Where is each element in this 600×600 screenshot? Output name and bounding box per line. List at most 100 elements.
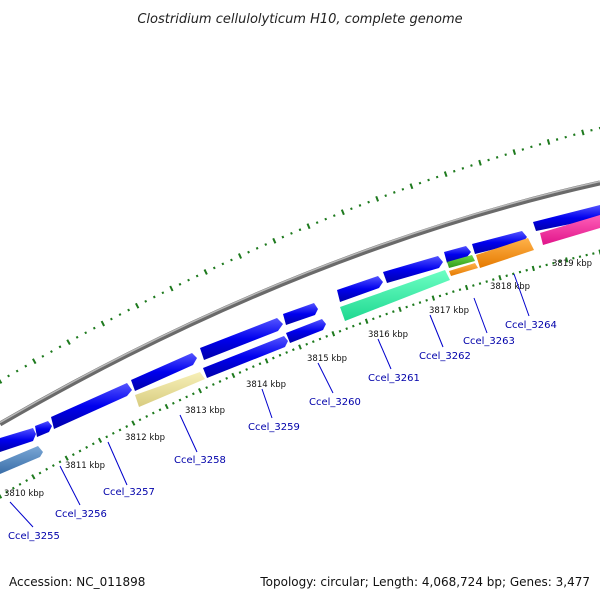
- track-tick: [238, 371, 242, 374]
- track-tick: [178, 398, 182, 402]
- track-tick: [401, 187, 405, 191]
- track-tick: [164, 403, 169, 410]
- track-tick: [385, 312, 388, 316]
- track-tick: [158, 408, 162, 412]
- track-tick: [364, 318, 369, 324]
- track-tick: [565, 257, 569, 263]
- gene-label[interactable]: Ccel_3263: [463, 336, 515, 347]
- track-tick: [435, 175, 439, 179]
- inner-scale-track: [0, 249, 600, 499]
- track-tick: [495, 155, 499, 159]
- gene-label[interactable]: Ccel_3260: [309, 397, 361, 408]
- tick-label: 3818 kbp: [490, 282, 530, 292]
- cds-arrow[interactable]: [131, 353, 197, 391]
- cds-arrow[interactable]: [0, 428, 36, 452]
- gene-label[interactable]: Ccel_3257: [103, 487, 155, 498]
- track-tick: [145, 414, 149, 418]
- track-tick: [247, 250, 250, 254]
- track-tick: [7, 374, 10, 378]
- track-tick: [445, 292, 448, 296]
- cds-arrow[interactable]: [533, 205, 600, 231]
- cds-arrow[interactable]: [447, 255, 475, 268]
- gene-label-leaders: [9, 273, 530, 528]
- gene-label[interactable]: Ccel_3258: [174, 455, 226, 466]
- cds-arrow[interactable]: [200, 318, 283, 360]
- track-tick: [152, 295, 156, 299]
- track-tick: [573, 133, 576, 137]
- track-tick: [24, 364, 28, 368]
- track-tick: [592, 252, 595, 255]
- track-tick: [538, 265, 542, 268]
- gene-label[interactable]: Ccel_3256: [55, 509, 107, 520]
- gene-label[interactable]: Ccel_3255: [8, 531, 60, 542]
- cds-arrow[interactable]: [0, 446, 43, 474]
- gene-label[interactable]: Ccel_3261: [368, 373, 420, 384]
- cds-arrow[interactable]: [283, 303, 318, 325]
- outer-dotted-track: [0, 126, 600, 384]
- track-tick: [564, 135, 567, 139]
- track-tick: [470, 164, 473, 167]
- cds-arrow[interactable]: [135, 372, 205, 407]
- leader-line: [317, 362, 334, 394]
- track-tick: [138, 418, 142, 422]
- track-tick: [427, 178, 430, 182]
- track-tick: [505, 274, 508, 278]
- track-tick: [231, 372, 236, 379]
- cds-arrow[interactable]: [383, 256, 443, 283]
- track-tick: [418, 301, 422, 304]
- track-tick: [255, 246, 259, 250]
- track-tick: [498, 275, 502, 281]
- cds-arrow[interactable]: [35, 421, 52, 437]
- track-tick: [585, 253, 588, 257]
- cds-arrow[interactable]: [51, 383, 132, 429]
- track-tick: [590, 128, 593, 132]
- track-tick: [378, 315, 382, 318]
- cds-arrow[interactable]: [540, 215, 600, 245]
- track-tick: [398, 306, 402, 313]
- leader-line: [179, 414, 198, 453]
- gene-label[interactable]: Ccel_3259: [248, 422, 300, 433]
- track-tick: [546, 139, 551, 145]
- track-tick: [271, 356, 275, 360]
- cds-arrow[interactable]: [340, 270, 450, 321]
- track-tick: [315, 221, 319, 225]
- track-tick: [135, 302, 140, 309]
- cds-arrow[interactable]: [337, 276, 383, 302]
- leader-line: [9, 501, 34, 528]
- track-tick: [281, 235, 285, 239]
- track-tick: [31, 474, 36, 480]
- track-tick: [64, 455, 69, 461]
- cds-arrow[interactable]: [449, 263, 478, 276]
- track-tick: [545, 263, 548, 267]
- track-tick: [512, 272, 515, 276]
- gene-label[interactable]: Ccel_3262: [419, 351, 471, 362]
- track-tick: [531, 265, 535, 272]
- gene-label[interactable]: Ccel_3264: [505, 320, 557, 331]
- track-tick: [111, 431, 115, 435]
- track-tick: [278, 353, 282, 357]
- track-tick: [325, 334, 329, 338]
- gene-labels: Ccel_3255 Ccel_3256 Ccel_3257 Ccel_3258 …: [8, 320, 557, 542]
- track-tick: [18, 482, 22, 486]
- track-tick: [372, 317, 375, 321]
- cds-arrow[interactable]: [203, 336, 288, 378]
- cds-arrow[interactable]: [476, 238, 534, 268]
- track-tick: [58, 345, 62, 349]
- track-tick: [118, 428, 122, 432]
- track-tick: [375, 195, 380, 202]
- cds-arrow[interactable]: [472, 231, 527, 254]
- track-tick: [492, 278, 495, 281]
- track-tick: [487, 158, 490, 162]
- track-tick: [518, 270, 522, 274]
- tick-label: 3811 kbp: [65, 461, 105, 471]
- cds-arrow[interactable]: [286, 319, 326, 343]
- track-tick: [332, 214, 336, 217]
- track-tick: [525, 268, 528, 272]
- cds-arrow[interactable]: [444, 246, 471, 263]
- scale-labels: 3810 kbp 3811 kbp 3812 kbp 3813 kbp 3814…: [4, 259, 592, 499]
- track-tick: [144, 299, 148, 303]
- track-tick: [530, 145, 533, 149]
- track-tick: [203, 269, 208, 275]
- track-tick: [85, 445, 89, 449]
